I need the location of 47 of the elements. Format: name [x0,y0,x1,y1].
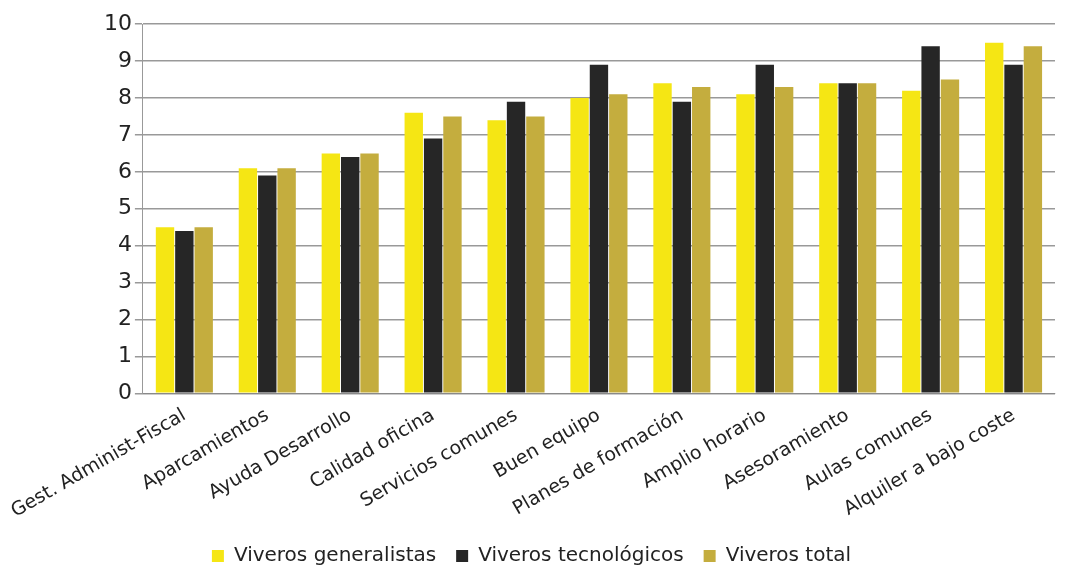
bar [238,168,258,393]
bar [755,64,774,393]
bar [1004,64,1023,393]
bar [404,112,423,393]
y-tick-label: 6 [117,157,132,183]
y-tick-label: 8 [117,83,132,109]
bar [857,83,877,393]
legend-label: Viveros total [725,542,852,567]
y-tick-label: 0 [117,378,132,404]
bar [589,64,609,393]
legend-label: Viveros generalistas [233,542,437,567]
bar [819,83,838,393]
bar [838,83,857,393]
y-tick-label: 10 [103,9,132,35]
bar [175,230,194,393]
bar [321,153,341,393]
bar [423,138,443,393]
bar [277,168,296,393]
bar [443,116,462,393]
y-tick-label: 9 [117,46,132,72]
bar [902,90,921,393]
bar [526,116,545,393]
bar [692,86,711,393]
bar [609,94,628,393]
bar [194,227,213,393]
legend-label: Viveros tecnológicos [478,542,684,567]
y-tick-label: 4 [117,231,132,257]
bar [360,153,379,393]
bar [653,83,672,393]
y-tick-label: 2 [117,305,132,331]
y-tick-label: 1 [117,342,132,368]
bar [341,157,360,393]
bar [155,227,175,393]
y-tick-label: 3 [117,268,132,294]
bar [1023,46,1043,393]
bar [487,120,506,393]
y-tick-label: 7 [117,120,132,146]
bar [985,42,1004,393]
y-tick-label: 5 [117,194,132,220]
bar [940,79,960,393]
bar [921,46,940,393]
bar [736,94,755,393]
bar [506,101,526,393]
bar [672,101,692,393]
bar [774,86,794,393]
bar [258,175,277,393]
bar [570,98,589,393]
